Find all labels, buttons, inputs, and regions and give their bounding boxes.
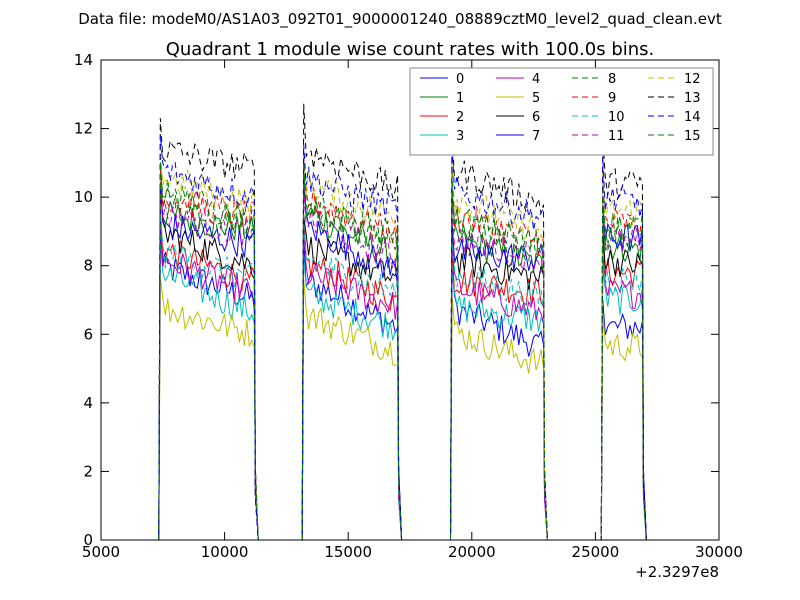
x-axis-offset-label: +2.3297e8 [635, 563, 719, 581]
plot-frame [100, 59, 720, 541]
legend-label: 0 [456, 72, 464, 87]
legend-label: 11 [608, 129, 625, 144]
legend-label: 9 [608, 91, 616, 106]
legend-label: 2 [456, 110, 464, 125]
legend-label: 12 [684, 72, 701, 87]
series-line [158, 208, 647, 540]
series-line [158, 134, 647, 540]
legend-label: 8 [608, 72, 616, 87]
series-line [158, 154, 647, 540]
series-line [158, 212, 647, 540]
series-line [158, 156, 647, 540]
series-line [158, 162, 647, 540]
legend-label: 10 [608, 110, 625, 125]
data-file-caption: Data file: modeM0/AS1A03_092T01_90000012… [78, 10, 722, 29]
legend-label: 1 [456, 91, 464, 106]
y-tick-label: 8 [83, 257, 93, 275]
x-tick-label: 30000 [695, 543, 743, 561]
series-line [158, 242, 647, 540]
y-tick-label: 14 [74, 51, 93, 69]
y-tick-label: 4 [83, 394, 93, 412]
x-tick-label: 20000 [448, 543, 496, 561]
legend-label: 3 [456, 129, 464, 144]
series-line [158, 226, 647, 540]
y-tick-label: 12 [74, 120, 93, 138]
series-line [158, 176, 647, 540]
x-tick-label: 15000 [324, 543, 372, 561]
legend-label: 6 [532, 110, 540, 125]
y-tick-label: 10 [74, 188, 93, 206]
legend-box [409, 67, 714, 156]
x-tick-label: 10000 [201, 543, 249, 561]
legend-label: 13 [684, 91, 701, 106]
series-line [158, 147, 647, 540]
legend-label: 7 [532, 129, 540, 144]
legend-label: 15 [684, 129, 701, 144]
legend-label: 5 [532, 91, 540, 106]
y-tick-label: 0 [83, 531, 93, 549]
legend-label: 14 [684, 110, 701, 125]
series-line [158, 184, 647, 540]
series-line [158, 277, 647, 540]
y-tick-label: 6 [83, 325, 93, 343]
series-line [158, 103, 647, 540]
series-layer [158, 103, 647, 540]
series-line [158, 183, 647, 540]
x-tick-label: 5000 [82, 543, 120, 561]
chart-title: Quadrant 1 module wise count rates with … [166, 39, 655, 60]
y-tick-label: 2 [83, 462, 93, 480]
x-tick-label: 25000 [572, 543, 620, 561]
legend-label: 4 [532, 72, 540, 87]
series-line [158, 231, 647, 540]
